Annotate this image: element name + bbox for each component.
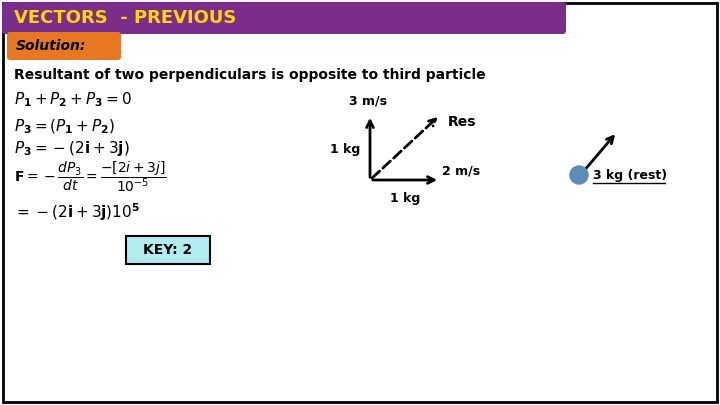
Text: $\mathbf{F} = -\dfrac{dP_{3}}{dt} = \dfrac{-[2i+3j]}{10^{-5}}$: $\mathbf{F} = -\dfrac{dP_{3}}{dt} = \dfr…: [14, 160, 167, 194]
Text: Solution:: Solution:: [16, 39, 86, 53]
Text: Resultant of two perpendiculars is opposite to third particle: Resultant of two perpendiculars is oppos…: [14, 68, 485, 82]
Text: 2 m/s: 2 m/s: [442, 164, 480, 177]
Text: $\mathit{P}_{\mathbf{1}} + \mathit{P}_{\mathbf{2}} + \mathit{P}_{\mathbf{3}}= 0$: $\mathit{P}_{\mathbf{1}} + \mathit{P}_{\…: [14, 91, 132, 109]
Text: 3 kg (rest): 3 kg (rest): [593, 168, 667, 181]
Text: 1 kg: 1 kg: [390, 192, 420, 205]
FancyBboxPatch shape: [2, 2, 566, 34]
Text: $= - (2\mathbf{i} + 3\mathbf{j})10^{\mathbf{5}}$: $= - (2\mathbf{i} + 3\mathbf{j})10^{\mat…: [14, 201, 140, 223]
Circle shape: [570, 166, 588, 184]
Text: $\mathit{P}_{\mathbf{3}}=(\mathit{P}_{\mathbf{1}} + \mathit{P}_{\mathbf{2}})$: $\mathit{P}_{\mathbf{3}}=(\mathit{P}_{\m…: [14, 118, 115, 136]
Text: VECTORS  - PREVIOUS: VECTORS - PREVIOUS: [14, 9, 236, 27]
FancyBboxPatch shape: [3, 3, 717, 402]
FancyBboxPatch shape: [7, 32, 121, 60]
Text: Res: Res: [448, 115, 477, 129]
Text: KEY: 2: KEY: 2: [143, 243, 193, 257]
Text: 1 kg: 1 kg: [330, 143, 360, 156]
Text: $\mathit{P}_{\mathbf{3}}= - (2\mathbf{i} +3\mathbf{j})$: $\mathit{P}_{\mathbf{3}}= - (2\mathbf{i}…: [14, 139, 130, 158]
FancyBboxPatch shape: [126, 236, 210, 264]
Text: 3 m/s: 3 m/s: [349, 95, 387, 108]
